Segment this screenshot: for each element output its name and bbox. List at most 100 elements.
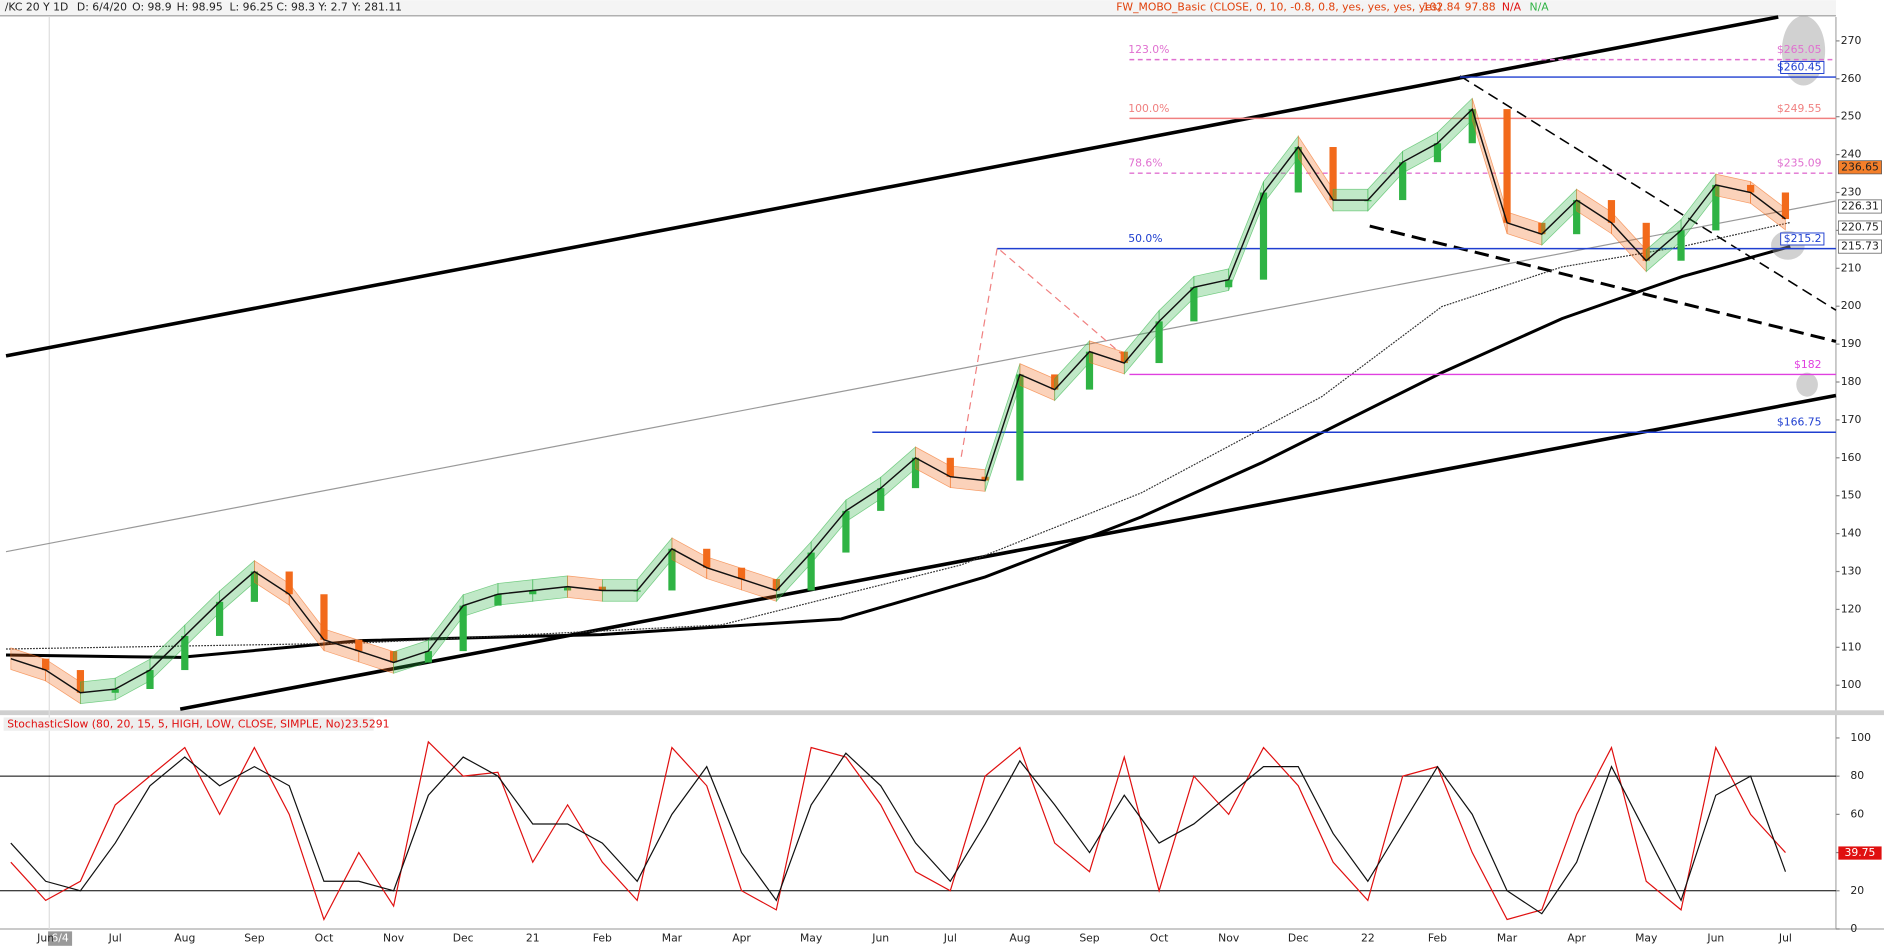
projection <box>960 246 1130 457</box>
candle <box>1468 109 1476 144</box>
x-tick-label: Mar <box>1497 932 1518 945</box>
study-title-value: 23.5291 <box>345 718 390 731</box>
level-label: $182 <box>1794 358 1821 371</box>
y-tick-label: 110 <box>1841 640 1862 653</box>
bar-y1: Y: 2.7 <box>317 0 347 13</box>
cursor-label: 6/4 <box>51 932 69 945</box>
x-tick-label: Sep <box>244 932 264 945</box>
x-tick-label: Apr <box>732 932 751 945</box>
study-value: N/A <box>1530 0 1550 13</box>
y-tick-label: 160 <box>1841 451 1862 464</box>
candle <box>1712 184 1720 231</box>
x-tick-label: Aug <box>174 932 195 945</box>
level-label: $265.05 <box>1777 43 1822 56</box>
x-tick-label: May <box>800 932 823 945</box>
x-tick-label: Jun <box>1706 932 1724 945</box>
x-tick-label: Feb <box>593 932 612 945</box>
candle <box>1085 351 1094 390</box>
y-tick-label: 230 <box>1841 185 1862 198</box>
y-tick-label: 120 <box>1841 602 1862 615</box>
level-label: $166.75 <box>1777 416 1822 429</box>
y-tick-label: 170 <box>1841 413 1862 426</box>
channel-mid <box>5 200 1837 553</box>
price-badge <box>1837 239 1882 254</box>
fib-label: 100.0% <box>1128 102 1169 115</box>
wedge-upper <box>1459 75 1837 311</box>
y-tick-label: 200 <box>1841 299 1862 312</box>
candle <box>1677 230 1685 261</box>
oscillator-line <box>10 740 1786 922</box>
level-label: $235.09 <box>1777 157 1822 170</box>
price-badge-label: 236.65 <box>1841 160 1879 173</box>
study-value: N/A <box>1502 0 1522 13</box>
candle <box>1259 192 1268 280</box>
candle <box>1642 222 1650 261</box>
level-label: $215.2 <box>1784 232 1822 245</box>
x-tick-label: Sep <box>1079 932 1099 945</box>
price-badge-label: 226.31 <box>1841 199 1879 212</box>
y-tick-label: 270 <box>1841 34 1862 47</box>
oscillator-line <box>10 752 1787 915</box>
x-tick-label: Dec <box>453 932 474 945</box>
y-tick-label: 260 <box>1841 72 1862 85</box>
candle <box>215 601 224 636</box>
candle <box>911 457 920 489</box>
candle <box>459 605 467 652</box>
fib-label: 50.0% <box>1128 232 1162 245</box>
y-tick-label: 100 <box>1850 731 1871 744</box>
bar-low: L: 96.25 <box>229 0 273 13</box>
y-tick-label: 140 <box>1841 527 1862 540</box>
price-line <box>10 107 1786 694</box>
bar-y2: Y: 281.11 <box>351 0 402 13</box>
level-label-box <box>1780 232 1825 246</box>
bar-close: C: 98.3 <box>276 0 315 13</box>
oscillator-badge-label: 39.75 <box>1845 846 1876 859</box>
candle <box>842 510 850 553</box>
y-tick-label: 180 <box>1841 375 1862 388</box>
bar-date: D: 6/4/20 <box>77 0 127 13</box>
y-tick-label: 150 <box>1841 489 1862 502</box>
bar-open: O: 98.9 <box>132 0 172 13</box>
panel-separator <box>0 710 1884 716</box>
price-badge <box>1837 160 1882 175</box>
y-tick-label: 60 <box>1850 807 1864 820</box>
header-bar <box>0 0 1836 16</box>
oscillator-badge <box>1838 846 1882 860</box>
level-label-box <box>1780 60 1825 74</box>
y-tick-label: 80 <box>1850 769 1864 782</box>
y-tick-label: 100 <box>1841 678 1862 691</box>
x-tick-label: Dec <box>1288 932 1309 945</box>
level-label: $249.55 <box>1777 102 1822 115</box>
candle <box>250 571 258 602</box>
candle <box>181 635 189 671</box>
candle <box>1781 192 1790 220</box>
y-tick-label: 240 <box>1841 148 1862 161</box>
study-header-bg <box>3 717 374 731</box>
candle <box>1607 200 1616 223</box>
cursor-label-bg <box>48 931 73 946</box>
channel-lower <box>179 393 1837 711</box>
price-badge-label: 220.75 <box>1841 221 1879 234</box>
x-tick-label: Oct <box>1150 932 1169 945</box>
candle <box>1573 200 1581 235</box>
x-tick-label: Aug <box>1009 932 1030 945</box>
bar-high: H: 98.95 <box>177 0 223 13</box>
x-tick-label: May <box>1635 932 1658 945</box>
candle <box>1155 321 1163 364</box>
price-badge <box>1837 199 1882 214</box>
price-badge-label: 215.73 <box>1841 240 1879 253</box>
y-tick-label: 20 <box>1850 884 1864 897</box>
candle <box>1329 147 1337 201</box>
candle <box>1399 162 1407 201</box>
y-tick-label: 130 <box>1841 565 1862 578</box>
candle <box>1016 374 1024 481</box>
study-value: 97.88 <box>1465 0 1496 13</box>
channel-upper <box>5 15 1779 358</box>
y-tick-label: 250 <box>1841 110 1862 123</box>
candle <box>807 552 815 591</box>
candle <box>1503 109 1511 223</box>
study-title: StochasticSlow (80, 20, 15, 5, HIGH, LOW… <box>7 718 344 731</box>
